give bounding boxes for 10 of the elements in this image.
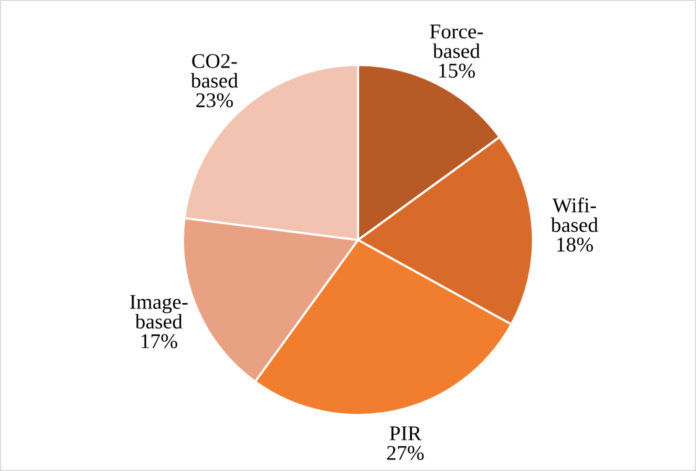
slice-label: CO2- based <box>190 54 238 88</box>
data-label: 17% <box>142 334 178 348</box>
data-label: 27% <box>387 446 424 460</box>
data-label: 18% <box>557 238 593 252</box>
data-label: 23% <box>196 93 233 108</box>
slice-label: Wifi- based <box>550 198 598 232</box>
slice-label: Force- based <box>430 24 483 58</box>
slice-label: Image- based <box>130 295 188 329</box>
slice-label: PIR <box>390 426 422 440</box>
data-label: 15% <box>439 64 475 78</box>
